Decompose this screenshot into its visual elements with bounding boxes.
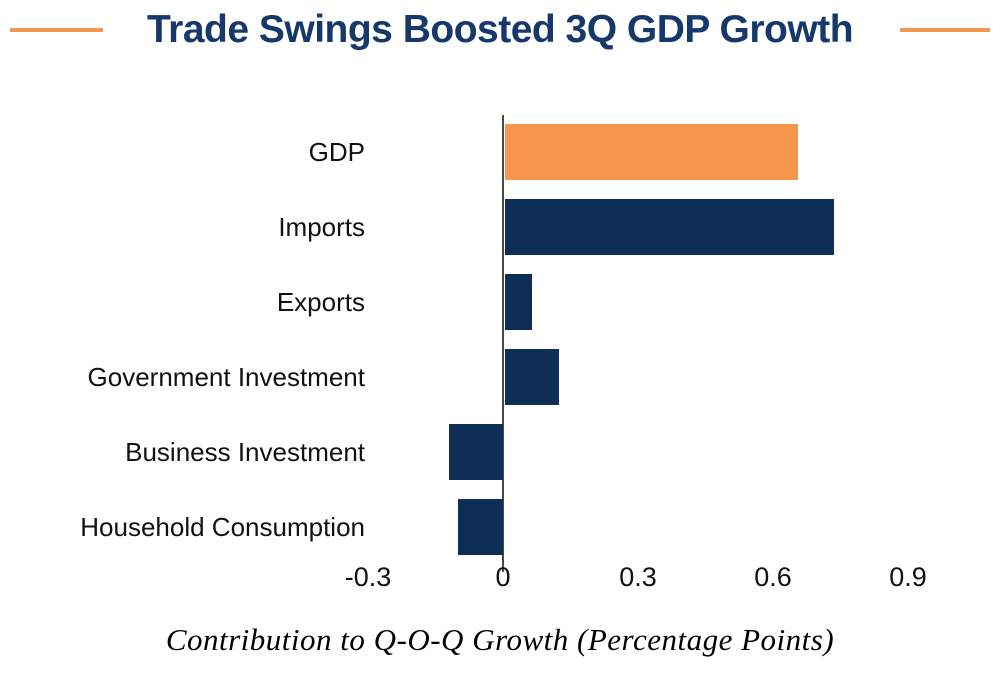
category-label: Exports xyxy=(276,287,365,317)
bar-household-consumption xyxy=(458,499,503,555)
bar-exports xyxy=(505,274,532,330)
bar-business-investment xyxy=(449,424,503,480)
x-tick-label: 0.6 xyxy=(754,562,792,592)
x-axis-caption: Contribution to Q-O-Q Growth (Percentage… xyxy=(165,622,835,657)
title-dash-left-icon xyxy=(10,28,103,32)
category-label: Household Consumption xyxy=(80,512,365,542)
zero-axis-line xyxy=(502,115,504,572)
x-tick-label: 0.9 xyxy=(889,562,927,592)
bar-gdp xyxy=(505,124,798,180)
category-label: Imports xyxy=(278,212,365,242)
x-tick-label: -0.3 xyxy=(344,562,392,592)
chart-title: Trade Swings Boosted 3Q GDP Growth xyxy=(146,8,854,51)
bar-government-investment xyxy=(505,349,559,405)
category-label: GDP xyxy=(308,137,365,167)
x-tick-label: 0 xyxy=(495,562,511,592)
bar-imports xyxy=(505,199,834,255)
category-label: Business Investment xyxy=(125,437,365,467)
title-dash-right-icon xyxy=(900,28,990,32)
category-label: Government Investment xyxy=(87,362,365,392)
chart-header: Trade Swings Boosted 3Q GDP Growth xyxy=(0,0,1000,70)
x-tick-label: 0.3 xyxy=(619,562,657,592)
